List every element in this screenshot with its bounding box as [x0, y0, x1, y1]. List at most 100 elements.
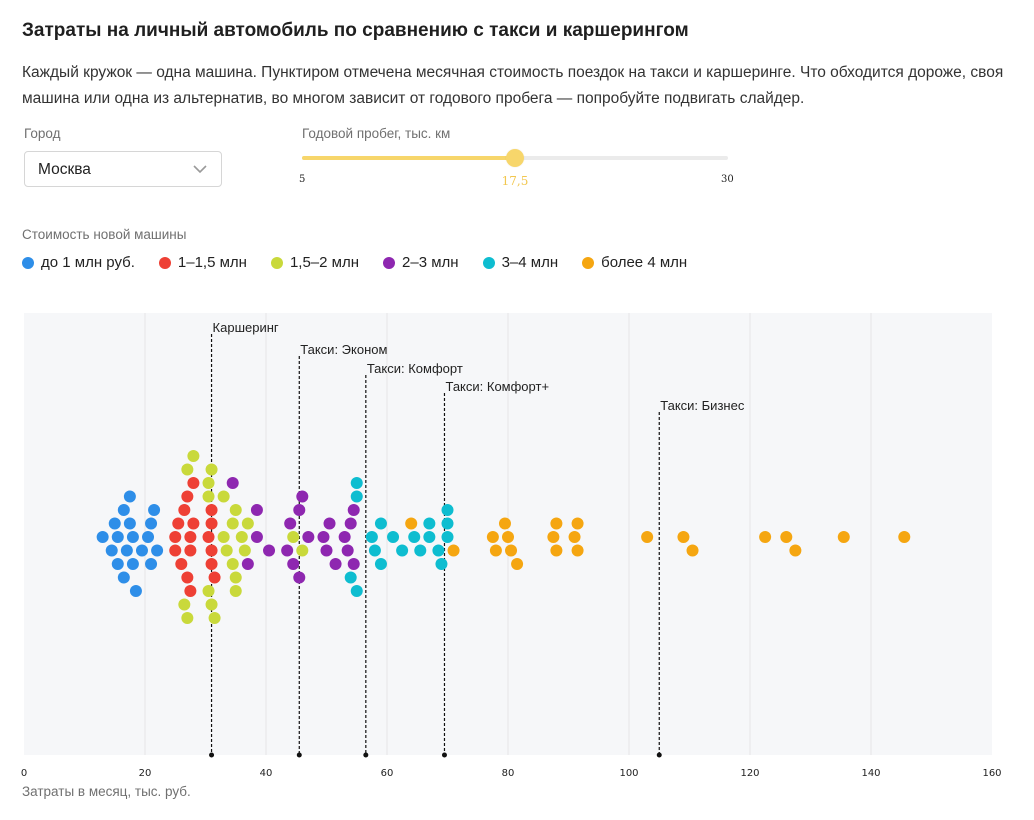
car-dot: [293, 504, 306, 516]
x-tick-label: 60: [381, 768, 394, 779]
car-dot: [350, 477, 363, 489]
car-dot: [329, 558, 342, 570]
car-dot: [181, 490, 194, 503]
car-dot: [229, 571, 242, 584]
car-dot: [96, 531, 109, 543]
car-dot: [414, 544, 427, 557]
car-dot: [226, 477, 239, 489]
car-dot: [217, 531, 230, 543]
reference-line-label: Такси: Эконом: [300, 342, 387, 357]
car-dot: [296, 490, 309, 503]
car-dot: [202, 531, 215, 543]
car-dot: [287, 558, 300, 570]
reference-line-label: Такси: Комфорт: [367, 361, 463, 376]
car-dot: [405, 517, 418, 530]
legend-label: 1,5–2 млн: [289, 254, 360, 271]
mileage-label: Годовой пробег, тыс. км: [302, 126, 451, 141]
chevron-down-icon: [191, 159, 209, 184]
car-dot: [184, 544, 197, 557]
car-dot: [226, 517, 239, 530]
car-dot: [205, 463, 218, 476]
car-dot: [208, 571, 221, 584]
reference-line-marker: [296, 752, 302, 758]
car-dot: [571, 517, 584, 530]
legend-item[interactable]: более 4 млн: [582, 254, 687, 271]
car-dot: [374, 517, 387, 530]
car-dot: [441, 531, 454, 543]
car-dot: [347, 504, 360, 516]
car-dot: [511, 558, 524, 570]
slider-max-label: 30: [721, 174, 734, 185]
mileage-slider[interactable]: [302, 148, 728, 170]
x-tick-label: 80: [502, 768, 515, 779]
legend-label: 1–1,5 млн: [177, 254, 247, 271]
car-dot: [320, 544, 333, 557]
car-dot: [287, 531, 300, 543]
car-dot: [202, 490, 215, 503]
car-dot: [489, 544, 502, 557]
x-tick-label: 0: [21, 768, 27, 779]
car-dot: [338, 531, 351, 543]
car-dot: [281, 544, 294, 557]
car-dot: [135, 544, 148, 557]
car-dot: [226, 558, 239, 570]
x-axis-title: Затраты в месяц, тыс. руб.: [22, 784, 191, 799]
city-select[interactable]: Москва: [24, 151, 222, 187]
car-dot: [350, 585, 363, 597]
legend-item[interactable]: 3–4 млн: [482, 254, 558, 271]
car-dot: [441, 517, 454, 530]
x-tick-label: 100: [619, 768, 638, 779]
car-dot: [432, 544, 445, 557]
car-dot: [145, 558, 158, 570]
car-dot: [317, 531, 330, 543]
reference-line-marker: [441, 752, 447, 758]
car-dot: [178, 598, 191, 611]
slider-thumb[interactable]: [506, 149, 524, 167]
car-dot: [117, 504, 130, 516]
car-dot: [441, 504, 454, 516]
reference-line-label: Такси: Комфорт+: [445, 379, 549, 394]
page-title: Затраты на личный автомобиль по сравнени…: [22, 20, 689, 41]
car-dot: [238, 544, 251, 557]
x-tick-label: 160: [982, 768, 1001, 779]
car-dot: [187, 517, 200, 530]
car-dot: [435, 558, 448, 570]
car-dot: [145, 517, 158, 530]
car-dot: [181, 571, 194, 584]
price-legend: до 1 млн руб. 1–1,5 млн 1,5–2 млн 2–3 млн 3–…: [22, 254, 711, 271]
legend-item[interactable]: 1,5–2 млн: [270, 254, 360, 271]
car-dot: [408, 531, 421, 543]
car-dot: [341, 544, 354, 557]
car-dot: [374, 558, 387, 570]
car-dot: [187, 477, 200, 489]
car-dot: [498, 517, 511, 530]
car-dot: [235, 531, 248, 543]
car-dot: [142, 531, 155, 543]
car-dot: [550, 517, 563, 530]
car-dot: [347, 558, 360, 570]
legend-item[interactable]: 2–3 млн: [383, 254, 459, 271]
legend-item[interactable]: до 1 млн руб.: [22, 254, 135, 271]
car-dot: [123, 517, 136, 530]
car-dot: [217, 490, 230, 503]
price-legend-label: Стоимость новой машины: [22, 227, 187, 242]
car-dot: [396, 544, 409, 557]
car-dot: [129, 585, 142, 597]
car-dot: [423, 517, 436, 530]
reference-line-label: Каршеринг: [213, 320, 279, 335]
car-dot: [241, 558, 254, 570]
legend-item[interactable]: 1–1,5 млн: [158, 254, 247, 271]
car-dot: [263, 544, 276, 557]
car-dot: [205, 517, 218, 530]
car-dot: [111, 531, 124, 543]
reference-line-marker: [656, 752, 662, 758]
car-dot: [550, 544, 563, 557]
car-dot: [323, 517, 336, 530]
car-dot: [780, 531, 793, 543]
car-dot: [181, 463, 194, 476]
city-select-value: Москва: [38, 161, 91, 178]
car-dot: [184, 585, 197, 597]
reference-line-marker: [363, 752, 369, 758]
car-dot: [220, 544, 233, 557]
cost-chart: 0 20 40 60 80 100 120 140 160 Каршеринг Такси: Эко…: [21, 313, 1002, 779]
